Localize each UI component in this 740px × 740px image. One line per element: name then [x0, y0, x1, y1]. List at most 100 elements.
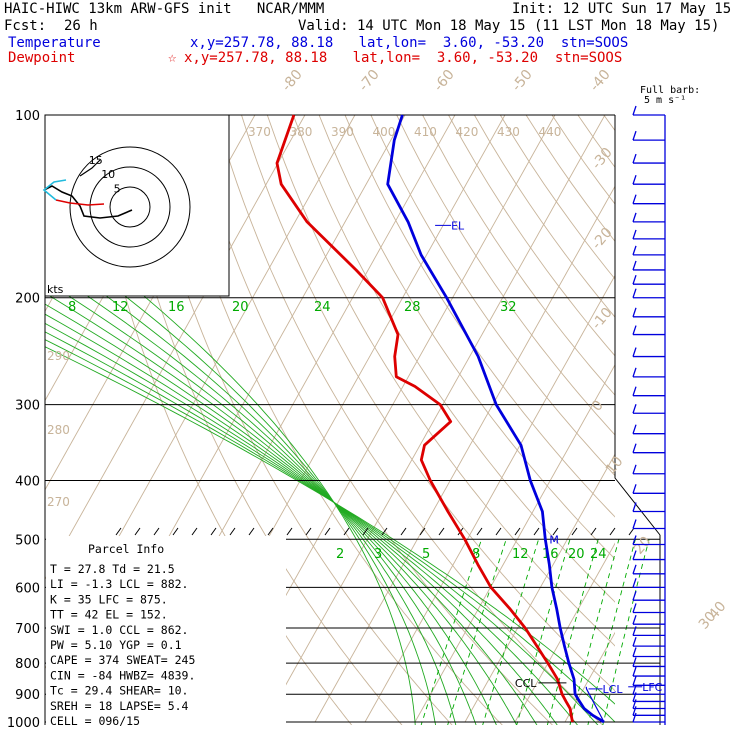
- isotherm-label: 10: [603, 454, 627, 478]
- pressure-tick-label: 200: [15, 292, 40, 307]
- wind-barb-flag: [632, 636, 637, 647]
- wind-barb-flag: [632, 692, 637, 702]
- dewpoint-legend-label: Dewpoint: [8, 50, 76, 66]
- wind-barb-flag: [632, 502, 637, 512]
- isotherm-line: [715, 115, 740, 722]
- isotherm-label: -40: [587, 67, 614, 95]
- wind-barb-flag: [632, 347, 637, 357]
- hodograph-trace-top: [79, 159, 101, 177]
- wind-barb-flag: [632, 325, 637, 335]
- wind-barb-flag: [632, 212, 637, 223]
- hatch-mark: [324, 527, 331, 536]
- wind-barb-flag: [632, 706, 637, 716]
- mixing-ratio-line: [546, 539, 599, 725]
- wind-barb-flag: [632, 657, 637, 667]
- pressure-tick-label: 900: [15, 688, 40, 703]
- dry-adiabat: [241, 115, 615, 692]
- theta-label: 390: [331, 125, 354, 139]
- hodograph-ring: [69, 146, 191, 268]
- mixing-ratio-line: [602, 539, 650, 725]
- hatch-mark: [267, 527, 274, 536]
- dry-adiabat: [499, 115, 615, 280]
- wind-barb-flag: [632, 404, 637, 414]
- pressure-tick-label: 800: [15, 657, 40, 672]
- wind-barb-flag: [632, 666, 637, 677]
- isotherm-label: -30: [589, 145, 616, 173]
- wind-barb-flag: [632, 307, 637, 317]
- isotherm-label: -80: [279, 67, 306, 95]
- mixing-ratio-label: 12: [512, 547, 529, 562]
- mixing-ratio-label: 8: [472, 547, 480, 562]
- hatch-mark: [343, 527, 350, 536]
- wind-barb-flag: [632, 229, 637, 240]
- wind-barb-column: [632, 105, 666, 725]
- isotherm-label: -70: [356, 67, 383, 95]
- dry-adiabat: [344, 115, 615, 518]
- hatch-mark: [210, 527, 217, 536]
- mixing-ratio-line: [482, 539, 540, 725]
- mixing-ratio-label: 2: [336, 547, 344, 562]
- wind-barb-flag: [632, 194, 637, 204]
- parcel-info-line: CAPE = 374 SWEAT= 245: [50, 653, 195, 667]
- wind-barb-flag: [632, 550, 637, 560]
- parcel-info-line: SREH = 18 LAPSE= 5.4: [50, 699, 189, 713]
- theta-label: 420: [456, 125, 479, 139]
- mixing-ratio-label: 20: [232, 300, 249, 315]
- hatch-mark: [305, 527, 312, 536]
- hodograph-frame: [44, 114, 230, 297]
- mixing-ratio-label: 24: [590, 547, 607, 562]
- dewpoint-legend-info: x,y=257.78, 88.18 lat,lon= 3.60, -53.20 …: [184, 50, 623, 66]
- isotherm-label: 0: [589, 397, 607, 414]
- init-time: Init: 12 UTC Sun 17 May 15: [512, 1, 732, 17]
- isotherm-label: -10: [589, 305, 616, 333]
- parcel-info-title: Parcel Info: [88, 542, 164, 556]
- mixing-ratio-line: [420, 539, 483, 725]
- dry-adiabat: [525, 115, 615, 242]
- theta-label: 400: [373, 125, 396, 139]
- forecast-hours: 26 h: [64, 18, 98, 34]
- chart-title: HAIC-HIWC 13km ARW-GFS init NCAR/MMM: [4, 1, 325, 17]
- theta-label: 440: [539, 125, 562, 139]
- el-label: EL: [451, 219, 465, 232]
- wind-barb-flag: [632, 424, 637, 434]
- dry-adiabat: [396, 115, 615, 436]
- hatch-mark: [476, 527, 483, 536]
- temperature-legend-info: x,y=257.78, 88.18 lat,lon= 3.60, -53.20 …: [190, 35, 629, 51]
- lcl-label: LCL: [603, 683, 624, 696]
- mixing-ratio-line: [569, 539, 620, 725]
- isotherm-line: [514, 542, 615, 723]
- hatch-mark: [533, 527, 540, 536]
- pressure-tick-label: 400: [15, 474, 40, 489]
- hatch-mark: [552, 527, 559, 536]
- dewpoint-star-icon: ☆: [168, 50, 177, 66]
- wind-barb-flag: [632, 386, 637, 396]
- wind-barb-flag: [632, 535, 637, 545]
- wind-barb-flag: [632, 443, 637, 453]
- mixing-ratio-label: 16: [168, 300, 185, 315]
- mixing-ratio-line: [516, 539, 571, 725]
- dry-adiabat: [422, 115, 615, 396]
- isotherm-line: [264, 115, 606, 723]
- wind-barb-flag: [632, 578, 637, 588]
- lfc-label: LFC: [642, 681, 662, 694]
- parcel-info-line: T = 27.8 Td = 21.5: [50, 562, 175, 576]
- dry-adiabat: [577, 115, 615, 168]
- barb-legend-line1: Full barb:: [640, 85, 701, 96]
- wind-barb-flag: [632, 464, 637, 474]
- hatch-mark: [400, 527, 407, 536]
- mixing-ratio-label: 28: [404, 300, 421, 315]
- right-frame: [614, 115, 661, 536]
- hatch-mark: [571, 527, 578, 536]
- dry-adiabat: [215, 115, 604, 725]
- valid-time: Valid: 14 UTC Mon 18 May 15 (11 LST Mon …: [298, 18, 720, 34]
- wind-barb-flag: [632, 245, 637, 256]
- wind-barb-flag: [632, 699, 637, 709]
- parcel-info-line: SWI = 1.0 CCL = 862.: [50, 623, 188, 637]
- hatch-mark: [115, 527, 122, 536]
- parcel-info-line: LI = -1.3 LCL = 882.: [50, 577, 188, 591]
- isotherm-label: -50: [509, 67, 536, 95]
- wind-barb-flag: [632, 174, 637, 185]
- hodograph-units: kts: [47, 283, 64, 296]
- mixing-ratio-line: [587, 539, 636, 725]
